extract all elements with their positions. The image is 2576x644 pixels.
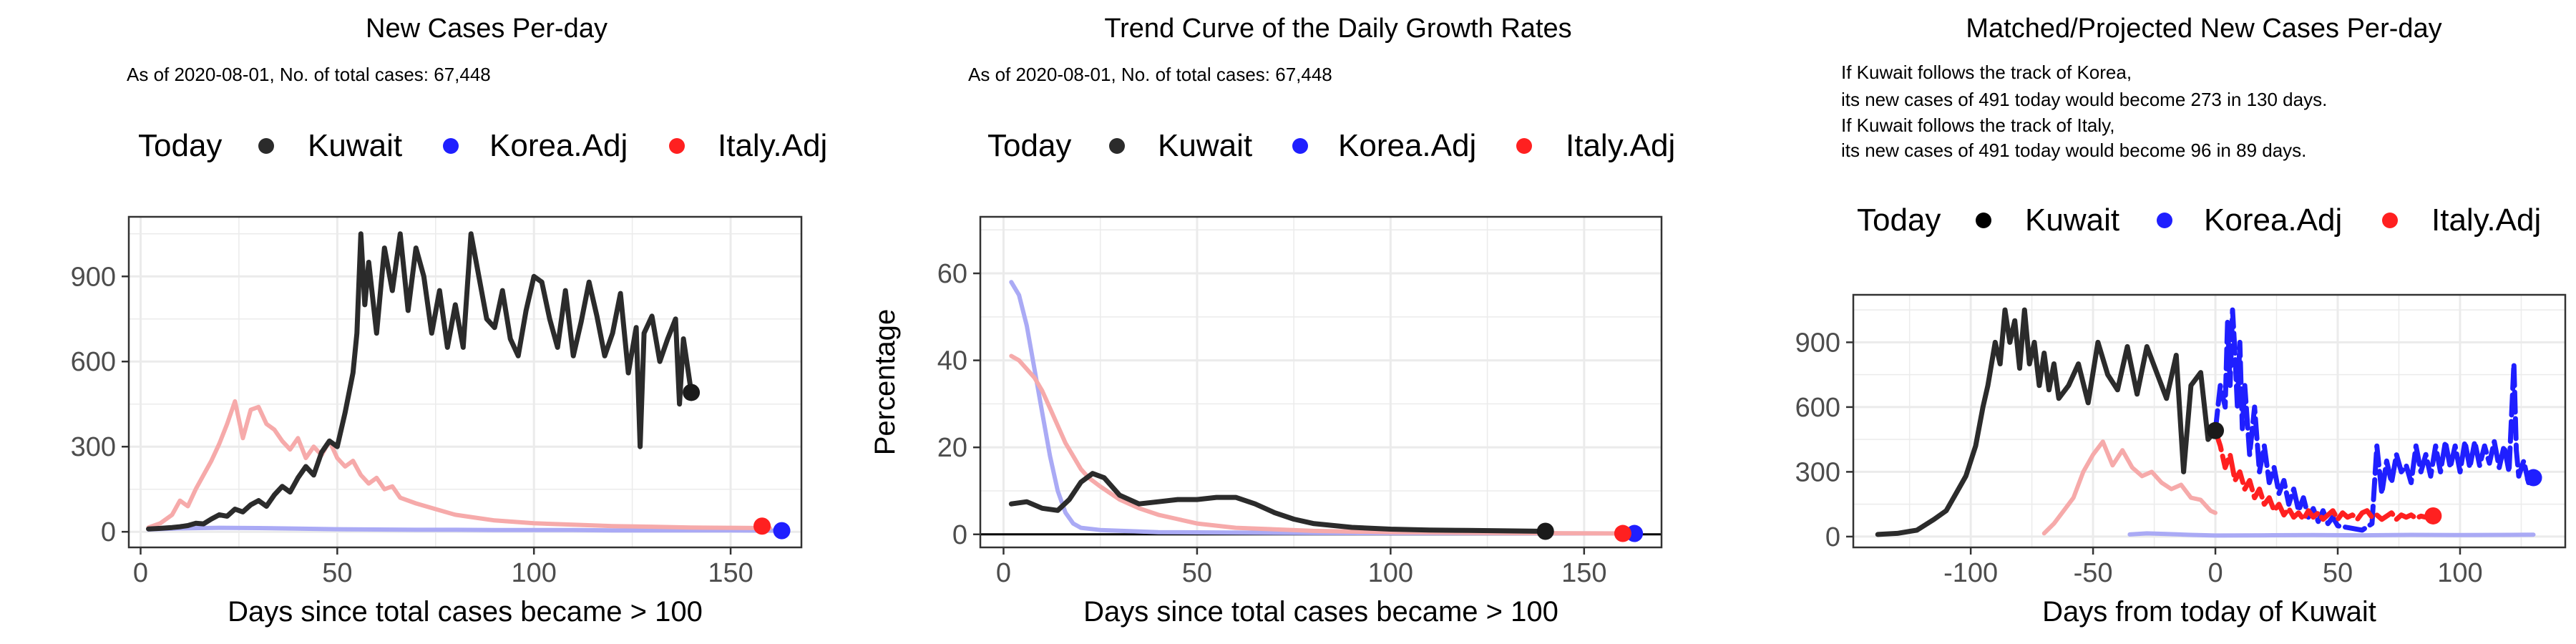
panel-subtitle-line: its new cases of 491 today would become … — [1841, 140, 2306, 161]
x-axis-label: Days from today of Kuwait — [2042, 596, 2376, 628]
y-axis-label: Percentage — [869, 309, 901, 456]
series-line-italy-adj-matched — [2041, 439, 2218, 536]
legend-title: Today — [138, 128, 222, 163]
legend-key-italy — [1516, 138, 1532, 154]
panel-border — [127, 215, 803, 549]
y-tick-label: 0 — [101, 517, 116, 547]
x-tick-label: 150 — [1561, 558, 1606, 588]
legend-title: Today — [1857, 203, 1941, 238]
legend: Today Kuwait Korea.Adj Italy.Adj — [1857, 203, 2541, 238]
x-tick-label: 50 — [322, 558, 352, 588]
panel-subtitle-line: If Kuwait follows the track of Italy, — [1841, 114, 2114, 136]
today-point-italy-adj — [753, 517, 771, 535]
series-line-korea-adj-projected — [2212, 307, 2536, 533]
panel-new-cases: New Cases Per-day As of 2020-08-01, No. … — [71, 14, 828, 628]
legend-label-kuwait: Kuwait — [308, 128, 402, 163]
x-tick-label: 150 — [708, 558, 753, 588]
legend-label-korea: Korea.Adj — [1338, 128, 1476, 163]
panel-border — [979, 215, 1663, 549]
today-point-korea-adj — [773, 522, 791, 540]
y-tick-label: 900 — [1795, 328, 1840, 358]
legend-label-italy: Italy.Adj — [2431, 203, 2541, 238]
legend-label-korea: Korea.Adj — [2204, 203, 2342, 238]
series-line-kuwait — [146, 231, 694, 532]
today-point-kuwait — [2207, 421, 2225, 439]
plot-area: -100 -50 0 50 100 0 300 600 900 Days from today o… — [1795, 293, 2567, 628]
x-tick-label: -100 — [1943, 558, 1998, 588]
legend-label-kuwait: Kuwait — [2025, 203, 2119, 238]
y-tick-label: 900 — [71, 262, 116, 292]
legend: Today Kuwait Korea.Adj Italy.Adj — [138, 128, 827, 163]
panel-title: New Cases Per-day — [366, 14, 608, 44]
y-tick-label: 40 — [937, 346, 967, 376]
today-point-kuwait — [683, 384, 701, 401]
plot-area: 0 50 100 150 0 300 600 900 Days since total case… — [71, 215, 803, 628]
legend-label-italy: Italy.Adj — [1566, 128, 1675, 163]
x-tick-label: 100 — [1368, 558, 1413, 588]
x-tick-label: 100 — [2437, 558, 2482, 588]
panel-subtitle-line: If Kuwait follows the track of Korea, — [1841, 62, 2132, 83]
panel-title: Matched/Projected New Cases Per-day — [1966, 14, 2441, 44]
panel-matched-projected: Matched/Projected New Cases Per-day If K… — [1795, 14, 2567, 628]
y-tick-label: 0 — [952, 520, 967, 550]
x-tick-label: -50 — [2074, 558, 2113, 588]
legend-key-korea — [1292, 138, 1308, 154]
x-axis-label: Days since total cases became > 100 — [1083, 596, 1558, 628]
panel-title: Trend Curve of the Daily Growth Rates — [1104, 14, 1571, 44]
x-tick-label: 50 — [1182, 558, 1212, 588]
panel-border — [1852, 293, 2567, 549]
legend-key-kuwait — [258, 138, 274, 154]
x-axis-label: Days since total cases became > 100 — [228, 596, 703, 628]
today-point-italy-adj-projected — [2424, 507, 2442, 525]
x-tick-label: 50 — [2323, 558, 2353, 588]
legend-key-kuwait — [1109, 138, 1125, 154]
series-line-korea-adj — [1009, 280, 1637, 536]
series-line-kuwait — [1875, 307, 2218, 537]
panel-subtitle-line: As of 2020-08-01, No. of total cases: 67… — [968, 64, 1332, 85]
legend: Today Kuwait Korea.Adj Italy.Adj — [987, 128, 1675, 163]
legend-key-korea — [443, 138, 459, 154]
y-tick-label: 300 — [1795, 457, 1840, 487]
legend-label-korea: Korea.Adj — [489, 128, 628, 163]
legend-key-italy — [2382, 213, 2398, 228]
today-point-kuwait — [1536, 522, 1554, 540]
legend-title: Today — [987, 128, 1071, 163]
x-tick-label: 0 — [2207, 558, 2223, 588]
series-line-italy-adj — [1009, 353, 1625, 536]
legend-key-italy — [669, 138, 685, 154]
series-line-italy-adj-projected — [2212, 428, 2436, 522]
y-tick-label: 300 — [71, 432, 116, 462]
panel-growth-rates: Trend Curve of the Daily Growth Rates As… — [869, 14, 1675, 628]
plot-area: 0 50 100 150 0 20 40 60 Days since total cases b… — [869, 215, 1663, 628]
today-point-korea-adj-projected — [2524, 469, 2542, 487]
series-line-korea-adj-matched — [2127, 531, 2536, 538]
y-tick-label: 60 — [937, 259, 967, 289]
panel-subtitle-line: As of 2020-08-01, No. of total cases: 67… — [127, 64, 491, 85]
series-line-korea-adj — [146, 525, 784, 533]
x-tick-label: 0 — [133, 558, 148, 588]
y-tick-label: 20 — [937, 433, 967, 463]
legend-label-italy: Italy.Adj — [718, 128, 827, 163]
today-point-italy-adj — [1614, 525, 1631, 542]
legend-key-korea — [2157, 213, 2172, 228]
series-line-kuwait — [1008, 471, 1548, 534]
y-tick-label: 0 — [1825, 522, 1840, 552]
legend-key-kuwait — [1976, 213, 1991, 228]
y-tick-label: 600 — [1795, 393, 1840, 423]
grid — [980, 217, 1662, 547]
legend-label-kuwait: Kuwait — [1158, 128, 1252, 163]
x-tick-label: 100 — [511, 558, 556, 588]
panel-subtitle-line: its new cases of 491 today would become … — [1841, 89, 2327, 110]
grid — [129, 217, 801, 547]
x-tick-label: 0 — [996, 558, 1011, 588]
y-tick-label: 600 — [71, 347, 116, 377]
